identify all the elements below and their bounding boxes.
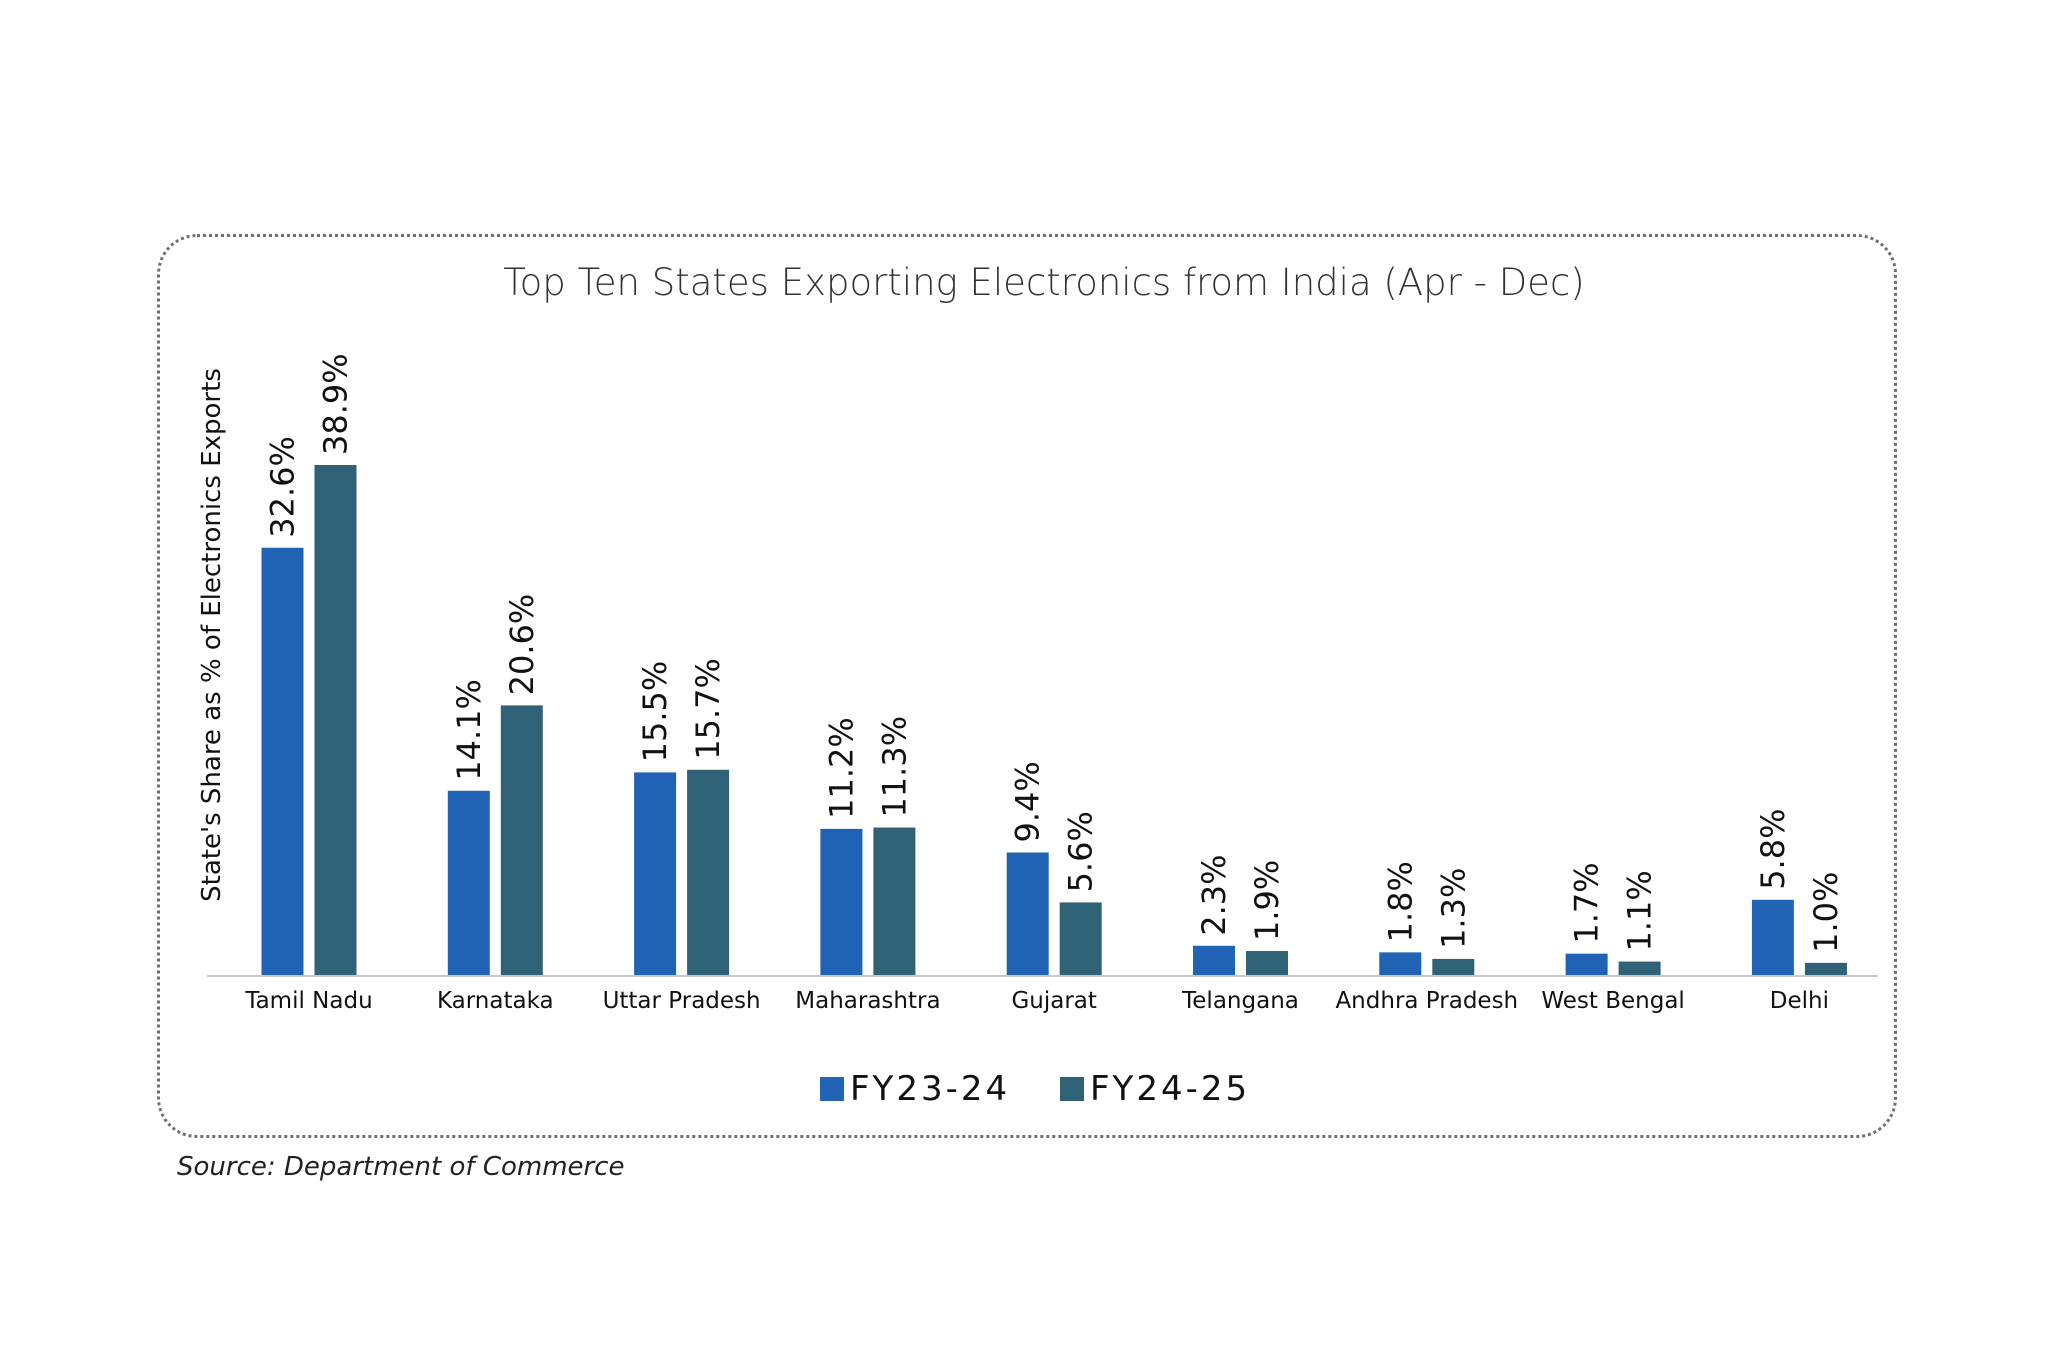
category-labels: Tamil Nadu Karnataka Uttar Pradesh Maharash… (244, 988, 1829, 1014)
bar-fy24-25-andhra-pradesh (1432, 958, 1475, 976)
bar-fy23-24-andhra-pradesh (1379, 952, 1422, 976)
data-label: 11.3% (875, 716, 913, 818)
bar-fy24-25-delhi (1804, 962, 1847, 976)
data-label: 11.2% (822, 717, 860, 819)
data-label: 5.8% (1754, 809, 1792, 890)
category-label: Uttar Pradesh (603, 988, 761, 1014)
bar-fy24-25-tamil-nadu (314, 465, 357, 976)
category-label: Tamil Nadu (244, 988, 372, 1014)
source-note: Source: Department of Commerce (177, 1152, 625, 1182)
bar-fy24-25-uttar-pradesh (687, 769, 730, 976)
data-label: 15.7% (689, 658, 727, 760)
data-label: 1.3% (1434, 868, 1472, 949)
chart-frame (157, 234, 1897, 1138)
chart-title: Top Ten States Exporting Electronics fro… (503, 261, 1584, 304)
legend-swatch (820, 1077, 844, 1101)
bar-fy23-24-delhi (1751, 899, 1794, 976)
bar-fy23-24-maharashtra (820, 828, 863, 976)
category-label: Delhi (1770, 988, 1829, 1014)
legend-label: FY23-24 (850, 1069, 1010, 1109)
bar-fy23-24-west-bengal (1565, 953, 1608, 976)
bar-fy24-25-karnataka (500, 705, 543, 976)
data-label: 15.5% (636, 661, 674, 763)
bar-fy23-24-telangana (1193, 945, 1235, 976)
data-label: 1.7% (1568, 862, 1606, 943)
legend: FY23-24 FY24-25 (820, 1069, 1250, 1109)
legend-label: FY24-25 (1090, 1069, 1250, 1109)
bar-fy24-25-gujarat (1059, 902, 1102, 976)
legend-swatch (1060, 1077, 1084, 1101)
category-label: Telangana (1181, 988, 1299, 1014)
bar-fy23-24-uttar-pradesh (634, 772, 677, 976)
data-label: 1.0% (1807, 872, 1845, 953)
category-label: Maharashtra (795, 988, 940, 1014)
category-label: West Bengal (1541, 988, 1684, 1014)
category-label: Andhra Pradesh (1335, 988, 1518, 1014)
data-label: 38.9% (317, 353, 355, 455)
bar-fy24-25-west-bengal (1618, 961, 1661, 976)
data-label: 1.1% (1621, 870, 1659, 951)
bar-fy24-25-maharashtra (873, 827, 916, 976)
category-label: Gujarat (1011, 988, 1096, 1014)
bars-layer: 32.6% 38.9% 14.1% 20.6% 15.5% 15.7% 11.2% 11.3%… (261, 353, 1847, 976)
data-label: 9.4% (1009, 761, 1047, 842)
data-label: 14.1% (450, 679, 488, 781)
data-label: 1.9% (1248, 860, 1286, 941)
category-label: Karnataka (437, 988, 554, 1014)
data-label: 20.6% (503, 594, 541, 696)
y-axis-label: State's Share as % of Electronics Export… (197, 368, 227, 902)
data-label: 32.6% (264, 436, 302, 538)
data-label: 5.6% (1062, 811, 1100, 892)
bar-fy23-24-gujarat (1006, 852, 1049, 976)
data-label: 1.8% (1381, 861, 1419, 942)
data-label: 2.3% (1195, 854, 1233, 935)
bar-fy24-25-telangana (1246, 951, 1288, 976)
bar-fy23-24-karnataka (447, 790, 490, 976)
bar-fy23-24-tamil-nadu (261, 547, 304, 976)
